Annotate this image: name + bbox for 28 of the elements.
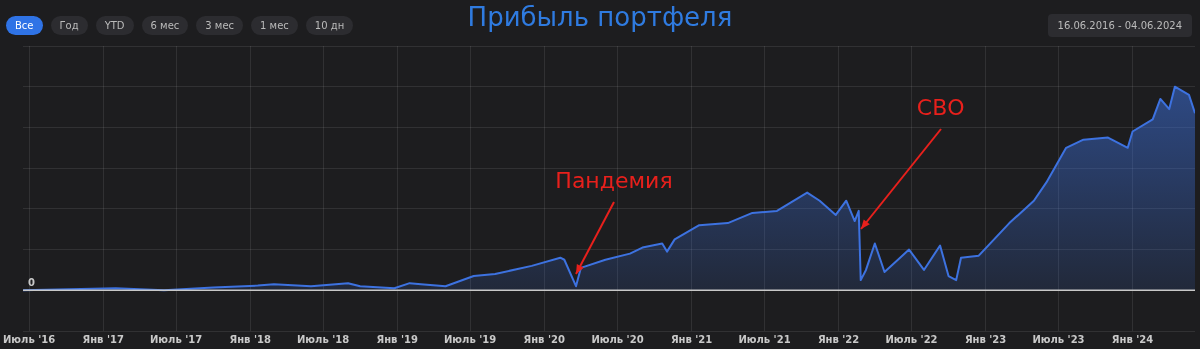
annotation: Пандемия bbox=[554, 168, 674, 193]
chart-title: Прибыль портфеля bbox=[467, 2, 733, 32]
x-tick-label: Янв '21 bbox=[670, 333, 713, 345]
x-tick-label: Июль '19 bbox=[443, 333, 497, 345]
x-tick-label: Янв '23 bbox=[964, 333, 1007, 345]
text: 3 мес bbox=[196, 16, 244, 35]
text: 6 мес bbox=[141, 16, 189, 35]
x-tick-label: Янв '20 bbox=[523, 333, 565, 345]
x-tick-label: Июль '20 bbox=[591, 333, 644, 345]
text: Все bbox=[6, 16, 43, 35]
x-tick-label: Июль '16 bbox=[3, 333, 56, 345]
x-tick-label: Июль '23 bbox=[1032, 333, 1085, 345]
annotation: СВО bbox=[915, 95, 966, 121]
ref-line-label: 0 bbox=[28, 276, 36, 288]
text: Год bbox=[50, 16, 88, 35]
x-tick-label: Июль '17 bbox=[149, 333, 203, 345]
text: 16.06.2016 - 04.06.2024 bbox=[1047, 14, 1192, 37]
x-tick-label: Июль '18 bbox=[296, 333, 350, 345]
x-tick-label: Янв '18 bbox=[229, 333, 271, 345]
x-tick-label: Июль '22 bbox=[885, 333, 938, 345]
x-tick-label: Янв '22 bbox=[817, 333, 860, 345]
text: YTD bbox=[95, 16, 134, 35]
text: 10 дн bbox=[305, 16, 354, 35]
x-tick-label: Янв '17 bbox=[82, 333, 124, 345]
text: 1 мес bbox=[251, 16, 298, 35]
x-tick-label: Июль '21 bbox=[738, 333, 791, 345]
x-tick-label: Янв '19 bbox=[376, 333, 418, 345]
x-tick-label: Янв '24 bbox=[1111, 333, 1154, 345]
